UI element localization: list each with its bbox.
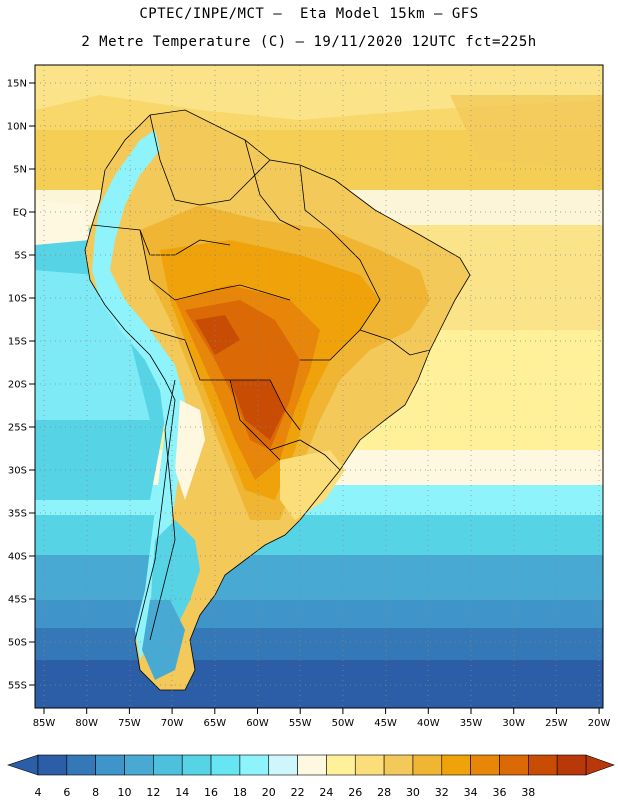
colorbar-swatch [210, 754, 241, 776]
lat-tick-label: 10N [7, 122, 27, 133]
lat-tick-label: 20S [8, 380, 27, 391]
lat-tick-label: 15N [7, 79, 27, 90]
lat-tick-label: 15S [8, 337, 27, 348]
colorbar-min-arrow [7, 754, 39, 776]
lon-tick-label: 75W [118, 718, 141, 729]
colorbar-label: 30 [406, 786, 420, 799]
colorbar-label: 6 [63, 786, 70, 799]
colorbar-swatch [268, 754, 298, 776]
colorbar-label: 14 [175, 786, 189, 799]
colorbar-label: 38 [521, 786, 535, 799]
lat-tick-label: 55S [8, 681, 27, 692]
lon-tick-label: 55W [289, 718, 312, 729]
longitude-axis: 85W 80W 75W 70W 65W 60W 55W 50W 45W 40W 35W 30W 25W 2… [33, 708, 611, 729]
colorbar-label: 20 [262, 786, 276, 799]
colorbar-label: 36 [492, 786, 506, 799]
map-subtitle: 2 Metre Temperature (C) – 19/11/2020 12U… [81, 34, 537, 50]
colorbar-label: 22 [291, 786, 305, 799]
colorbar-swatch [499, 754, 529, 776]
lat-tick-label: 30S [8, 466, 27, 477]
lon-tick-label: 65W [203, 718, 226, 729]
colorbar-swatch [181, 754, 212, 776]
colorbar-swatch [556, 754, 587, 776]
latitude-axis: 15N 10N 5N EQ 5S 10S 15S 20S 25S 30S 35S 40S 45S 50S 5… [7, 79, 35, 692]
graticule [35, 65, 603, 708]
country-borders [84, 109, 471, 691]
lon-tick-label: 35W [460, 718, 483, 729]
colorbar-label: 26 [348, 786, 362, 799]
lat-tick-label: 10S [8, 294, 27, 305]
colorbar-label: 18 [233, 786, 247, 799]
colorbar-swatch [124, 754, 154, 776]
colorbar-label: 28 [377, 786, 391, 799]
lon-tick-label: 40W [417, 718, 440, 729]
lat-tick-label: 50S [8, 638, 27, 649]
colorbar-swatch [354, 754, 385, 776]
colorbar-label: 10 [118, 786, 132, 799]
lon-tick-label: 25W [545, 718, 568, 729]
colorbar-swatch [297, 754, 327, 776]
colorbar-swatch [37, 754, 68, 776]
map-field [35, 65, 603, 708]
colorbar-swatch [470, 754, 500, 776]
lat-tick-label: 40S [8, 552, 27, 563]
colorbar: 4 6 8 10 12 14 16 18 20 22 24 26 28 30 32 34 36 38 [7, 754, 615, 799]
lon-tick-label: 20W [588, 718, 611, 729]
colorbar-label: 4 [35, 786, 42, 799]
colorbar-swatch [528, 754, 558, 776]
colorbar-label: 32 [435, 786, 449, 799]
lat-tick-label: 5S [14, 251, 27, 262]
colorbar-swatch [239, 754, 270, 776]
lon-tick-label: 45W [374, 718, 397, 729]
colorbar-swatch [441, 754, 471, 776]
colorbar-swatch [326, 754, 356, 776]
lat-tick-label: 35S [8, 509, 27, 520]
lat-tick-label: 5N [13, 165, 27, 176]
colorbar-swatch [66, 754, 96, 776]
lon-tick-label: 50W [332, 718, 355, 729]
lon-tick-label: 60W [246, 718, 269, 729]
lat-tick-label: 25S [8, 423, 27, 434]
map-frame [34, 64, 604, 709]
colorbar-max-arrow [585, 754, 615, 776]
colorbar-label: 24 [319, 786, 333, 799]
lat-tick-label: 45S [8, 595, 27, 606]
lat-tick-label: EQ [13, 208, 27, 219]
colorbar-label: 12 [146, 786, 160, 799]
lon-tick-label: 70W [161, 718, 184, 729]
colorbar-label: 34 [464, 786, 478, 799]
lon-tick-label: 30W [502, 718, 525, 729]
colorbar-label: 8 [92, 786, 99, 799]
colorbar-swatch [412, 754, 443, 776]
lon-tick-label: 80W [75, 718, 98, 729]
colorbar-swatch [95, 754, 125, 776]
colorbar-label: 16 [204, 786, 218, 799]
map-title: CPTEC/INPE/MCT – Eta Model 15km – GFS [139, 6, 479, 22]
colorbar-swatch [383, 754, 414, 776]
lon-tick-label: 85W [33, 718, 56, 729]
colorbar-swatch [153, 754, 183, 776]
